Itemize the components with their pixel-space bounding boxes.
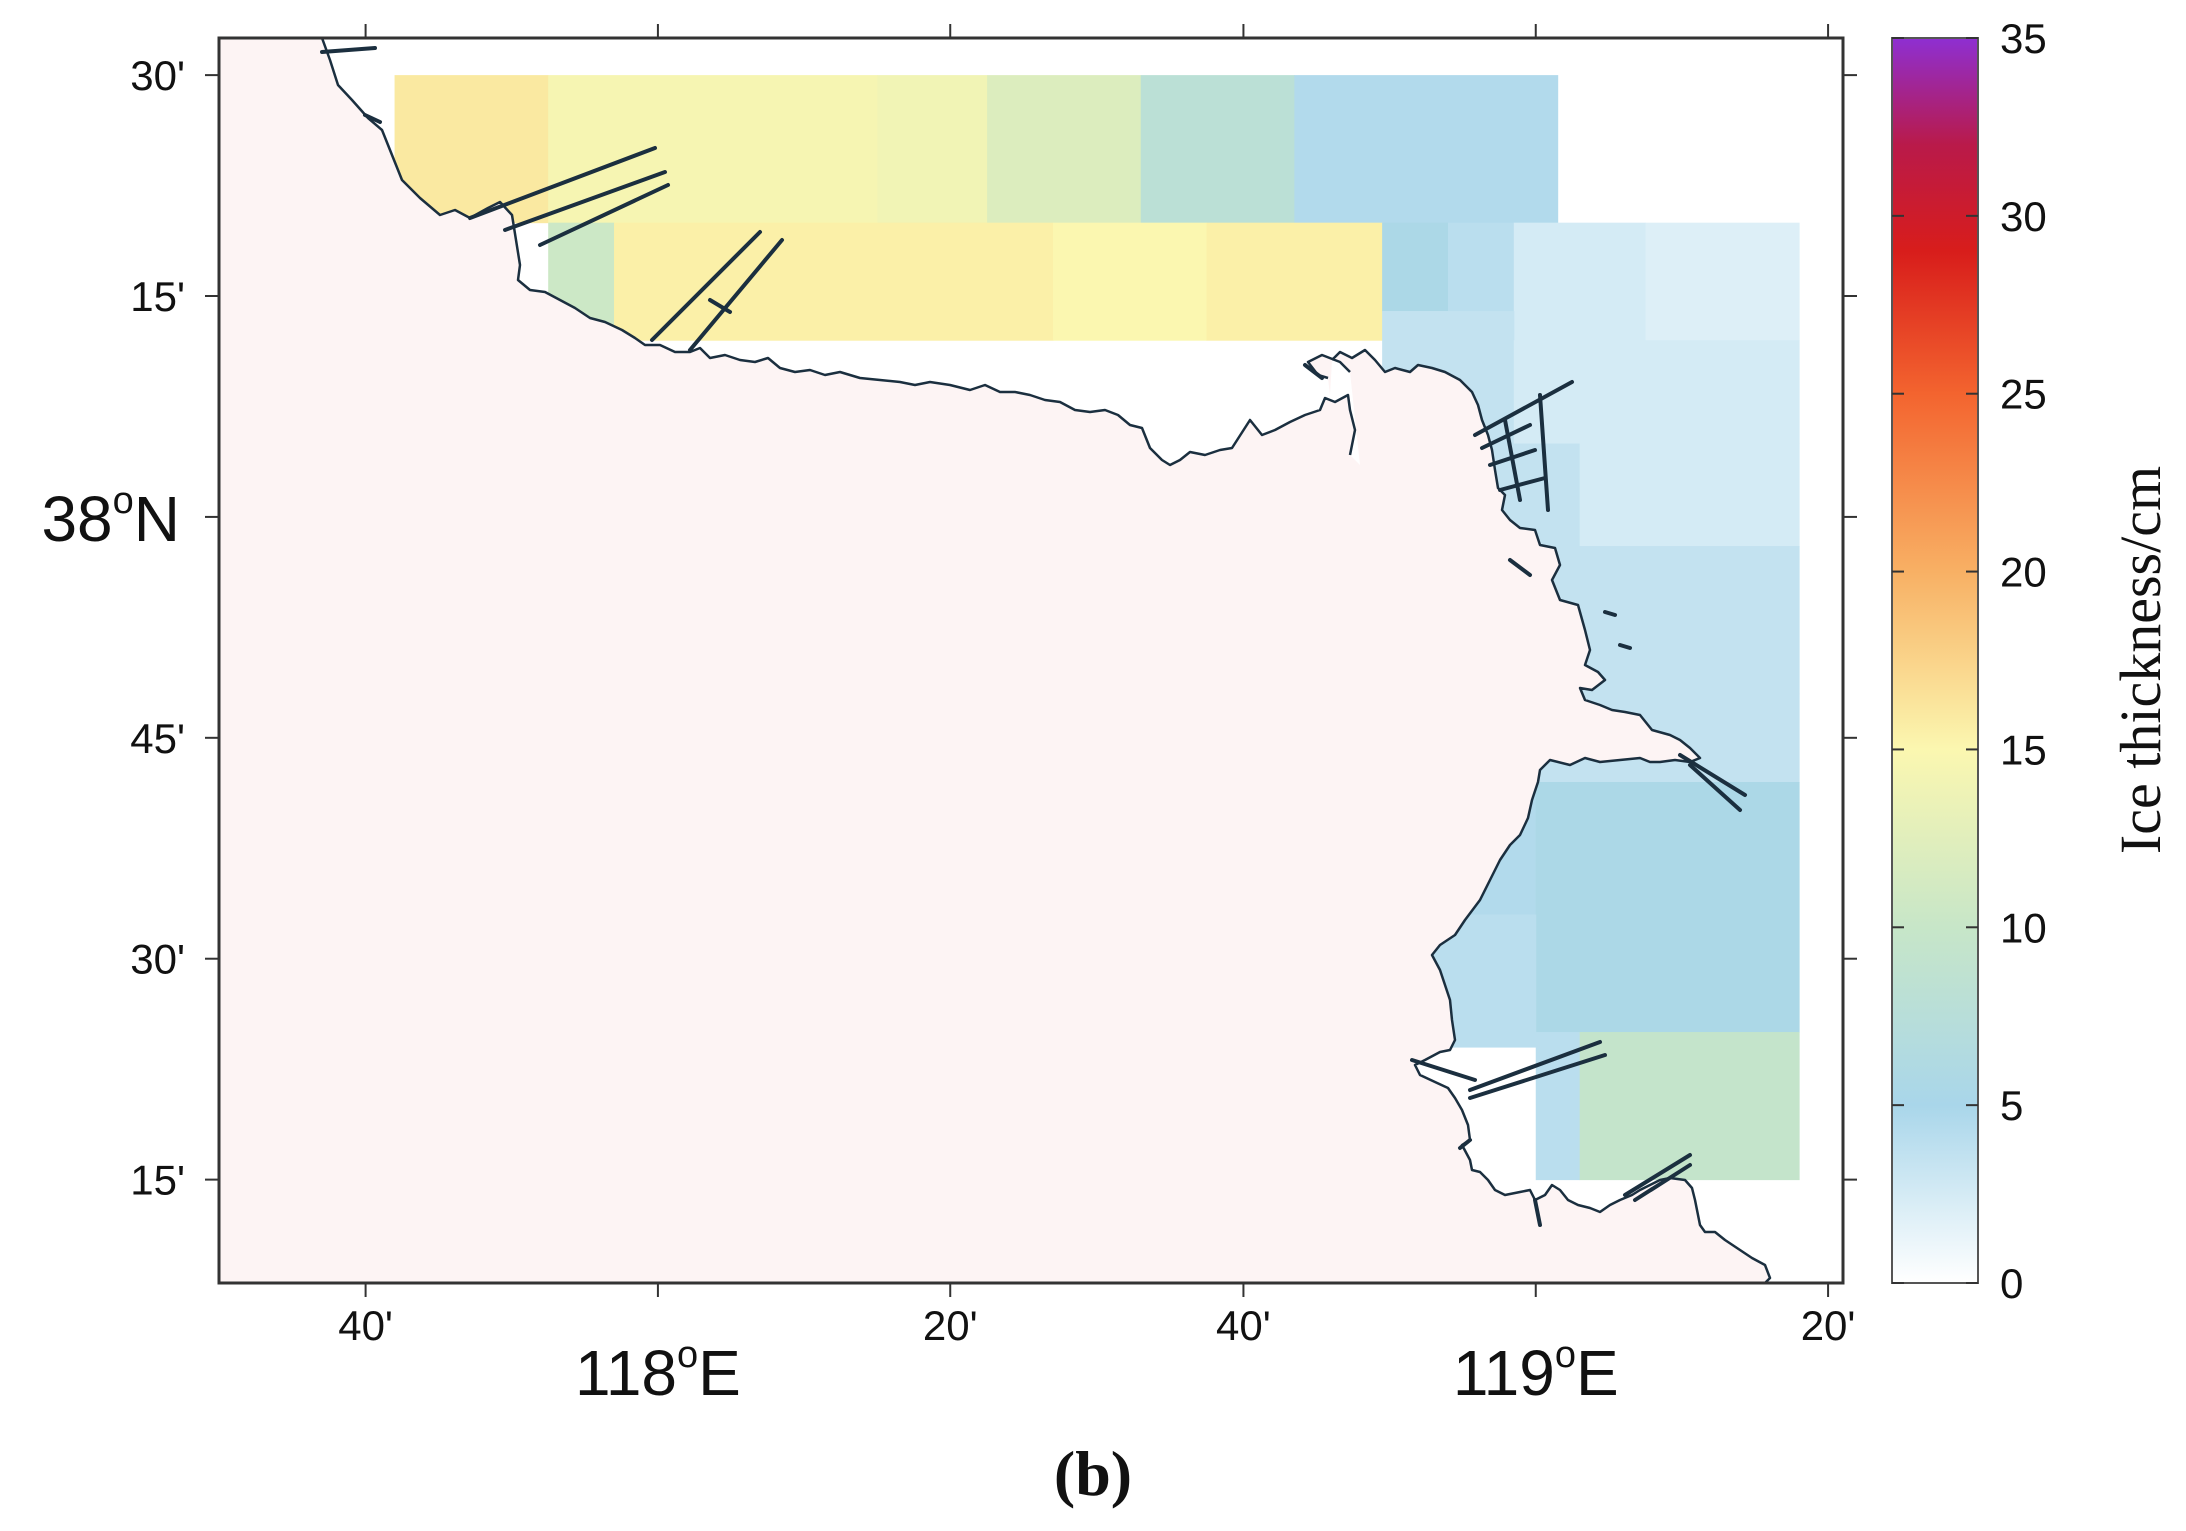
- map-ticks: 40' 118oE 20' 40' 119oE 20' 30' 15' 38oN 45' 30' 15…: [41, 24, 1857, 1409]
- y-tick-label: 30': [130, 936, 185, 983]
- x-tick-label: 119oE: [1453, 1334, 1619, 1409]
- colorbar-ticks: 0 5 10 15 20 25 30 35: [1892, 15, 2047, 1307]
- map-panel: 40' 118oE 20' 40' 119oE 20' 30' 15' 38oN 45' 30' 15…: [41, 24, 1857, 1409]
- colorbar-tick-label: 30: [2000, 193, 2047, 240]
- ice-cell: [1382, 222, 1449, 312]
- ice-cell: [548, 75, 878, 224]
- colorbar-tick-label: 20: [2000, 549, 2047, 596]
- colorbar-tick-label: 15: [2000, 726, 2047, 773]
- ice-cell: [614, 222, 1054, 341]
- ice-cell: [1645, 222, 1800, 341]
- panel-label: (b): [1054, 1438, 1132, 1509]
- y-tick-label: 45': [130, 715, 185, 762]
- ice-cell: [1206, 222, 1383, 341]
- ice-cell: [1513, 340, 1800, 445]
- ice-cell: [1535, 781, 1800, 1033]
- x-tick-label: 40': [338, 1302, 393, 1349]
- y-tick-label: 15': [130, 273, 185, 320]
- ice-cell: [1535, 1032, 1581, 1181]
- ice-cell: [877, 75, 988, 224]
- map-frame: [217, 36, 1845, 1285]
- colorbar-label: Ice thickness/cm: [2108, 466, 2173, 854]
- colorbar-tick-label: 10: [2000, 904, 2047, 951]
- ice-cell: [1447, 222, 1515, 312]
- colorbar-gradient: [1891, 37, 1979, 1284]
- ice-cell: [987, 75, 1142, 224]
- ice-cell: [1052, 222, 1208, 341]
- colorbar-tick-label: 35: [2000, 15, 2047, 62]
- land-area: [219, 38, 1770, 1283]
- y-tick-label: 30': [130, 52, 185, 99]
- colorbar: 0 5 10 15 20 25 30 35 Ice thickness/cm: [1891, 15, 2173, 1307]
- x-tick-label: 20': [923, 1302, 978, 1349]
- ice-cell: [1140, 75, 1295, 224]
- x-tick-label: 40': [1216, 1302, 1271, 1349]
- ice-cell: [1294, 75, 1559, 224]
- ice-cell: [1513, 222, 1646, 341]
- harbor-structures: [320, 46, 1747, 1227]
- colorbar-tick-label: 0: [2000, 1260, 2023, 1307]
- x-tick-label: 20': [1801, 1302, 1856, 1349]
- colorbar-tick-label: 25: [2000, 371, 2047, 418]
- y-tick-label: 38oN: [41, 480, 180, 555]
- colorbar-tick-label: 5: [2000, 1082, 2023, 1129]
- x-tick-label: 118oE: [575, 1334, 741, 1409]
- y-tick-label: 15': [130, 1157, 185, 1204]
- ice-cell: [1579, 443, 1800, 547]
- ice-cell: [1579, 1032, 1800, 1181]
